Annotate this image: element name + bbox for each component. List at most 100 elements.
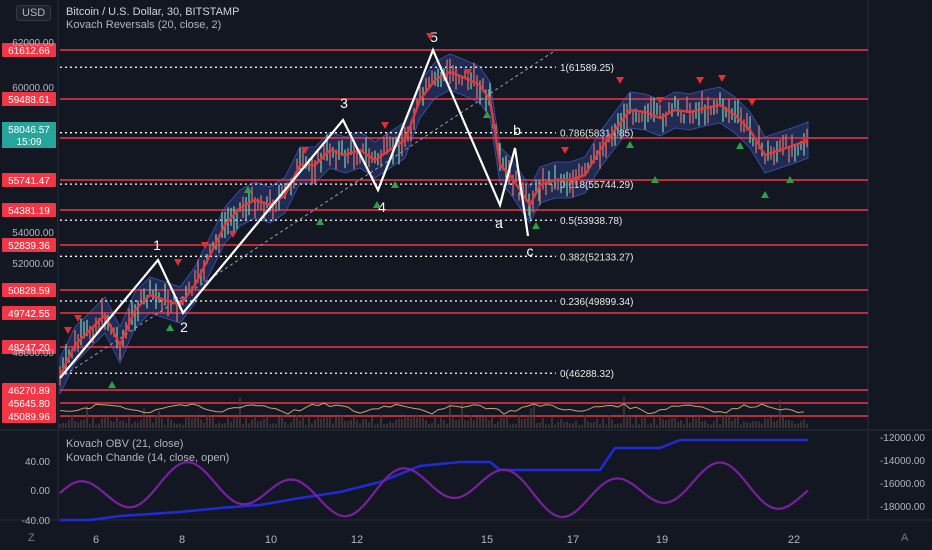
price-level-tag-text: 46270.89 bbox=[8, 386, 50, 397]
symbol-title: Bitcoin / U.S. Dollar, 30, BITSTAMP bbox=[66, 6, 240, 18]
obv-axis-label: -16000.00 bbox=[880, 479, 925, 490]
chande-indicator-label[interactable]: Kovach Chande (14, close, open) bbox=[66, 452, 230, 464]
reversal-down-marker bbox=[696, 77, 704, 84]
price-level-tag-text: 45645.80 bbox=[8, 399, 50, 410]
time-axis-label: 19 bbox=[656, 534, 668, 546]
price-axis-label: 60000.00 bbox=[12, 83, 54, 94]
reversal-up-marker bbox=[166, 324, 174, 331]
time-axis-label: 15 bbox=[481, 534, 493, 546]
time-axis-label: 22 bbox=[788, 534, 800, 546]
fib-level-label: 0(46288.32) bbox=[560, 369, 614, 380]
reversal-up-marker bbox=[626, 141, 634, 148]
price-axis-label: 48000.00 bbox=[12, 348, 54, 359]
chande-axis-label: 0.00 bbox=[31, 486, 51, 497]
reversal-up-marker bbox=[532, 222, 540, 229]
reversal-down-marker bbox=[561, 147, 569, 154]
wave-label-a: a bbox=[495, 215, 503, 231]
reversal-down-marker bbox=[464, 69, 472, 76]
price-level-tag bbox=[2, 383, 56, 397]
timezone-toggle[interactable]: Z bbox=[28, 532, 35, 544]
obv-axis-label: -12000.00 bbox=[880, 433, 925, 444]
price-level-tag-text: 45089.96 bbox=[8, 412, 50, 423]
fib-level-label: 0.5(53938.78) bbox=[560, 216, 622, 227]
price-level-tag bbox=[2, 340, 56, 354]
price-level-tag-text: 54381.19 bbox=[8, 206, 50, 217]
fib-level-label: 0.382(52133.27) bbox=[560, 252, 633, 263]
reversal-down-marker bbox=[381, 122, 389, 129]
price-level-tag bbox=[2, 43, 56, 57]
reversal-down-marker bbox=[426, 33, 434, 40]
reversal-down-marker bbox=[748, 99, 756, 106]
reversal-up-marker bbox=[761, 191, 769, 198]
time-axis-label: 12 bbox=[351, 534, 363, 546]
reversal-up-marker bbox=[108, 381, 116, 388]
price-level-tag bbox=[2, 92, 56, 106]
fib-level-label: 1(61589.25) bbox=[560, 63, 614, 74]
wave-label-3: 3 bbox=[340, 95, 348, 111]
price-level-tag bbox=[2, 203, 56, 217]
price-axis-label: 62000.00 bbox=[12, 38, 54, 49]
reversal-down-marker bbox=[301, 147, 309, 154]
fib-level-label: 0.618(55744.29) bbox=[560, 180, 633, 191]
volume-oscillator-line bbox=[59, 402, 805, 415]
reversal-down-marker bbox=[656, 97, 664, 104]
obv-indicator-label[interactable]: Kovach OBV (21, close) bbox=[66, 438, 184, 450]
bar-countdown: 15:09 bbox=[16, 137, 41, 148]
price-level-tag bbox=[2, 283, 56, 297]
price-level-tag-text: 55741.47 bbox=[8, 176, 50, 187]
wave-label-c: c bbox=[527, 243, 534, 259]
price-level-tag bbox=[2, 173, 56, 187]
fib-level-label: 0.236(49899.34) bbox=[560, 297, 633, 308]
reversal-down-marker bbox=[718, 75, 726, 82]
price-level-tag-text: 59488.61 bbox=[8, 95, 50, 106]
elliott-wave-line bbox=[59, 47, 530, 379]
reversal-down-marker bbox=[74, 315, 82, 322]
wave-label-4: 4 bbox=[378, 199, 386, 215]
time-axis-label: 8 bbox=[179, 534, 185, 546]
obv-line bbox=[60, 438, 808, 522]
auto-scale-toggle[interactable]: A bbox=[901, 532, 909, 544]
reversal-up-marker bbox=[483, 111, 491, 118]
price-axis-label: 52000.00 bbox=[12, 259, 54, 270]
price-level-tag bbox=[2, 306, 56, 320]
wave-label-b: b bbox=[513, 122, 521, 138]
price-level-tag bbox=[2, 238, 56, 252]
current-price-value: 58046.57 bbox=[8, 125, 50, 136]
reversal-down-marker bbox=[201, 242, 209, 249]
reversal-down-marker bbox=[174, 259, 182, 266]
price-level-tag-text: 52839.36 bbox=[8, 241, 50, 252]
price-level-tag bbox=[2, 409, 56, 423]
reversal-down-marker bbox=[616, 77, 624, 84]
time-axis-label: 10 bbox=[265, 534, 277, 546]
price-level-tag-text: 48247.20 bbox=[8, 343, 50, 354]
reversal-up-marker bbox=[316, 218, 324, 225]
price-level-tag-text: 50828.59 bbox=[8, 286, 50, 297]
wave-label-5: 5 bbox=[430, 29, 438, 45]
current-price-tag bbox=[2, 122, 56, 148]
chande-line bbox=[59, 461, 809, 519]
price-axis-label: 54000.00 bbox=[12, 228, 54, 239]
currency-button[interactable]: USD bbox=[16, 5, 52, 21]
reversal-up-marker bbox=[651, 176, 659, 183]
obv-axis-label: -14000.00 bbox=[880, 456, 925, 467]
price-level-tag-text: 49742.55 bbox=[8, 309, 50, 320]
reversal-up-marker bbox=[786, 176, 794, 183]
time-axis-label: 6 bbox=[93, 534, 99, 546]
reversal-down-marker bbox=[229, 231, 237, 238]
chande-axis-label: -40.00 bbox=[22, 516, 51, 527]
fib-level-label: 0.786(58314.85) bbox=[560, 129, 633, 140]
price-level-tag bbox=[2, 396, 56, 410]
reversal-down-marker bbox=[801, 137, 809, 144]
reversal-up-marker bbox=[244, 186, 252, 193]
chande-axis-label: 40.00 bbox=[25, 457, 50, 468]
wave-label-1: 1 bbox=[153, 237, 161, 253]
obv-axis-label: -18000.00 bbox=[880, 502, 925, 513]
price-level-tag-text: 61612.66 bbox=[8, 46, 50, 57]
moving-average-line bbox=[58, 70, 809, 377]
reversals-indicator-label[interactable]: Kovach Reversals (20, close, 2) bbox=[66, 19, 222, 31]
reversal-down-marker bbox=[64, 327, 72, 334]
reversal-up-marker bbox=[391, 181, 399, 188]
reversal-up-marker bbox=[373, 201, 381, 208]
wave-label-2: 2 bbox=[180, 319, 188, 335]
